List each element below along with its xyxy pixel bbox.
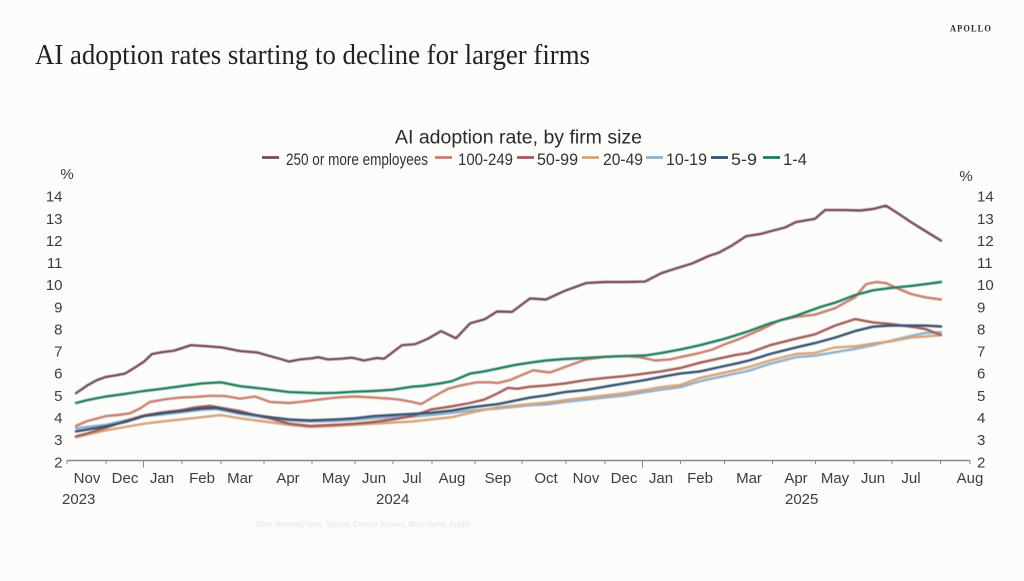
svg-text:8: 8 <box>54 322 62 339</box>
svg-text:Jan: Jan <box>150 470 174 487</box>
svg-text:Nov: Nov <box>74 470 101 487</box>
svg-text:Apr: Apr <box>784 470 807 487</box>
svg-text:Jul: Jul <box>402 470 421 487</box>
svg-text:100-249: 100-249 <box>458 150 513 169</box>
svg-text:APOLLO: APOLLO <box>950 25 992 35</box>
svg-text:14: 14 <box>46 189 63 206</box>
svg-text:3: 3 <box>977 432 985 449</box>
svg-text:AI adoption rates starting to: AI adoption rates starting to decline fo… <box>35 40 590 71</box>
svg-text:Apr: Apr <box>276 470 299 487</box>
svg-text:2: 2 <box>54 454 62 471</box>
svg-text:Jun: Jun <box>362 470 386 487</box>
svg-text:2023: 2023 <box>62 491 95 508</box>
svg-text:Oct: Oct <box>534 470 558 487</box>
svg-text:5-9: 5-9 <box>731 150 757 169</box>
svg-text:1-4: 1-4 <box>783 150 807 169</box>
svg-text:Jul: Jul <box>901 470 920 487</box>
svg-text:Sep: Sep <box>485 470 512 487</box>
svg-text:2025: 2025 <box>785 491 818 508</box>
svg-text:10: 10 <box>977 277 994 294</box>
svg-text:11: 11 <box>47 255 63 272</box>
svg-text:Jan: Jan <box>649 470 673 487</box>
svg-text:4: 4 <box>54 410 62 427</box>
svg-text:20-49: 20-49 <box>603 150 643 169</box>
svg-text:May: May <box>821 470 850 487</box>
svg-text:2024: 2024 <box>376 491 409 508</box>
svg-text:5: 5 <box>54 388 62 405</box>
svg-text:AI adoption rate, by firm size: AI adoption rate, by firm size <box>395 128 642 149</box>
svg-text:9: 9 <box>977 299 985 316</box>
svg-text:6: 6 <box>54 366 62 383</box>
svg-text:10: 10 <box>46 277 63 294</box>
svg-text:14: 14 <box>977 189 994 206</box>
svg-text:12: 12 <box>46 233 63 250</box>
svg-text:5: 5 <box>977 388 985 405</box>
svg-text:13: 13 <box>977 211 994 228</box>
svg-text:6: 6 <box>977 366 985 383</box>
svg-text:2: 2 <box>977 454 985 471</box>
svg-text:50-99: 50-99 <box>537 150 578 169</box>
svg-text:Jun: Jun <box>861 470 885 487</box>
svg-text:Aug: Aug <box>957 470 984 487</box>
svg-text:Note: Biweekly data. Source: C: Note: Biweekly data. Source: Census Bure… <box>256 520 471 529</box>
svg-text:Mar: Mar <box>736 470 762 487</box>
svg-text:9: 9 <box>54 299 62 316</box>
svg-text:Mar: Mar <box>227 470 253 487</box>
svg-text:8: 8 <box>977 322 985 339</box>
svg-text:4: 4 <box>977 410 985 427</box>
svg-text:Dec: Dec <box>611 470 638 487</box>
svg-text:3: 3 <box>54 432 62 449</box>
svg-text:250 or more employees: 250 or more employees <box>286 150 428 169</box>
svg-text:Feb: Feb <box>189 470 215 487</box>
svg-text:Feb: Feb <box>687 470 713 487</box>
svg-text:Dec: Dec <box>112 470 139 487</box>
svg-text:12: 12 <box>977 233 994 250</box>
svg-text:May: May <box>322 470 351 487</box>
svg-text:10-19: 10-19 <box>666 150 707 169</box>
svg-text:13: 13 <box>46 211 63 228</box>
svg-text:%: % <box>60 166 73 183</box>
svg-text:Aug: Aug <box>439 470 466 487</box>
svg-text:11: 11 <box>977 255 993 272</box>
svg-text:Nov: Nov <box>573 470 600 487</box>
svg-text:%: % <box>959 168 972 185</box>
svg-text:7: 7 <box>977 344 985 361</box>
svg-text:7: 7 <box>54 344 62 361</box>
